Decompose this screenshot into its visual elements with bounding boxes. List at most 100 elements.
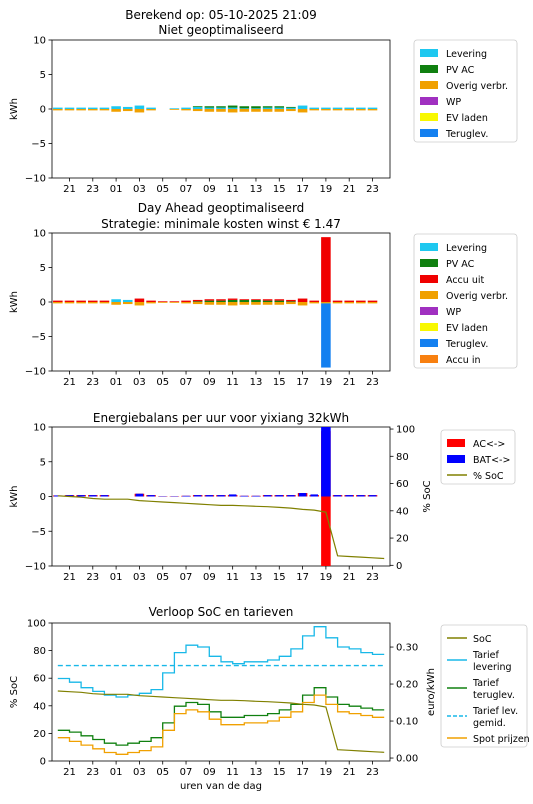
bar-accu-uit bbox=[76, 301, 86, 302]
bar-overig-verbr- bbox=[263, 302, 273, 305]
chart4-xlabel: uren van de dag bbox=[180, 781, 262, 792]
bar-accu-uit bbox=[158, 301, 168, 302]
y2-tick-label: 0.20 bbox=[396, 680, 418, 691]
bar-levering bbox=[205, 108, 215, 109]
y-tick-label: 5 bbox=[40, 263, 46, 274]
x-tick-label: 19 bbox=[320, 184, 333, 195]
bar-overig-verbr- bbox=[321, 302, 331, 303]
bar-overig-verbr- bbox=[170, 302, 180, 303]
bar-accu-uit bbox=[193, 300, 203, 301]
bar-accu-uit bbox=[181, 301, 191, 302]
bar-accu-uit bbox=[170, 301, 180, 302]
bar-levering bbox=[111, 299, 121, 302]
bar-levering bbox=[181, 108, 191, 109]
bar-overig-verbr- bbox=[216, 109, 226, 112]
bar-accu-uit bbox=[286, 300, 296, 301]
bar-levering bbox=[368, 108, 378, 109]
bar-overig-verbr- bbox=[53, 302, 63, 303]
bar-overig-verbr- bbox=[333, 302, 343, 303]
x-tick-label: 13 bbox=[250, 377, 263, 388]
bar-accu-uit bbox=[216, 299, 226, 300]
bar-levering bbox=[321, 108, 331, 109]
y2-tick-label: 60 bbox=[396, 479, 409, 490]
y-tick-label: 10 bbox=[33, 36, 46, 47]
bar-overig-verbr- bbox=[274, 109, 284, 112]
bar-overig-verbr- bbox=[309, 109, 319, 110]
bar-levering bbox=[111, 106, 121, 109]
bar-levering bbox=[251, 108, 261, 109]
bar-accu-uit bbox=[368, 301, 378, 302]
bar-bat bbox=[252, 496, 260, 497]
legend-label: EV laden bbox=[446, 323, 488, 334]
bar-overig-verbr- bbox=[368, 302, 378, 303]
x-tick-label: 05 bbox=[156, 184, 169, 195]
x-tick-label: 09 bbox=[203, 572, 216, 583]
bar-accu-uit bbox=[309, 301, 319, 302]
bar-overig-verbr- bbox=[123, 302, 133, 304]
bar-overig-verbr- bbox=[193, 302, 203, 304]
bar-accu-uit bbox=[228, 299, 238, 300]
bar-overig-verbr- bbox=[111, 302, 121, 305]
legend-swatch bbox=[447, 439, 465, 447]
y-tick-label: 10 bbox=[33, 423, 46, 434]
y-axis-label: kWh bbox=[9, 485, 20, 507]
y2-tick-label: 0 bbox=[396, 561, 402, 572]
bar-bat bbox=[229, 494, 237, 496]
y-axis-label: kWh bbox=[9, 98, 20, 120]
legend-swatch bbox=[420, 339, 438, 347]
legend-label: BAT<-> bbox=[473, 455, 510, 466]
x-tick-label: 23 bbox=[86, 377, 99, 388]
y-axis-label: kWh bbox=[9, 291, 20, 313]
bar-overig-verbr- bbox=[228, 109, 238, 112]
x-tick-label: 15 bbox=[273, 377, 286, 388]
bar-levering bbox=[356, 108, 366, 109]
legend-label: WP bbox=[446, 97, 461, 108]
legend-swatch bbox=[420, 81, 438, 89]
bar-pv-ac bbox=[216, 301, 226, 302]
x-tick-label: 15 bbox=[273, 767, 286, 778]
bar-bat bbox=[299, 493, 307, 496]
bar-accu-uit bbox=[53, 301, 63, 302]
x-tick-label: 01 bbox=[110, 377, 123, 388]
bar-overig-verbr- bbox=[181, 109, 191, 110]
bar-overig-verbr- bbox=[100, 302, 110, 303]
x-tick-label: 07 bbox=[180, 184, 193, 195]
legend-swatch bbox=[420, 243, 438, 251]
bar-pv-ac bbox=[228, 300, 238, 302]
bar-levering bbox=[240, 108, 250, 109]
bar-pv-ac bbox=[263, 106, 273, 107]
bar-overig-verbr- bbox=[344, 109, 354, 110]
tarief-teruglev-line bbox=[58, 688, 384, 745]
x-tick-label: 23 bbox=[366, 572, 379, 583]
bar-accu-uit bbox=[146, 301, 156, 302]
bar-accu-uit bbox=[333, 301, 343, 302]
y-tick-label: 5 bbox=[40, 457, 46, 468]
computed-timestamp: Berekend op: 05-10-2025 21:09 bbox=[125, 8, 317, 22]
bar-overig-verbr- bbox=[181, 302, 191, 303]
chart4-title: Verloop SoC en tarieven bbox=[149, 605, 294, 619]
bar-overig-verbr- bbox=[170, 109, 180, 110]
bar-levering bbox=[53, 108, 63, 109]
bar-overig-verbr- bbox=[216, 302, 226, 305]
bar-overig-verbr- bbox=[263, 109, 273, 112]
bar-accu-uit bbox=[263, 299, 273, 300]
y-tick-label: 5 bbox=[40, 70, 46, 81]
bar-pv-ac bbox=[216, 106, 226, 107]
bar-levering bbox=[123, 300, 133, 302]
bar-overig-verbr- bbox=[146, 109, 156, 110]
bar-levering bbox=[333, 108, 343, 109]
y2-axis-label: % SoC bbox=[422, 480, 433, 512]
chart3-title: Energiebalans per uur voor yixiang 32kWh bbox=[93, 411, 349, 425]
bar-overig-verbr- bbox=[240, 302, 250, 305]
x-tick-label: 23 bbox=[366, 184, 379, 195]
bar-overig-verbr- bbox=[286, 109, 296, 111]
x-tick-label: 13 bbox=[250, 572, 263, 583]
legend-label: Teruglev. bbox=[445, 129, 488, 140]
bar-bat bbox=[345, 495, 353, 496]
bar-bat bbox=[357, 495, 365, 496]
bar-accu-uit bbox=[344, 301, 354, 302]
spot-prijzen-line bbox=[58, 695, 384, 754]
y2-tick-label: 40 bbox=[396, 506, 409, 517]
x-tick-label: 11 bbox=[226, 184, 239, 195]
x-tick-label: 19 bbox=[320, 767, 333, 778]
